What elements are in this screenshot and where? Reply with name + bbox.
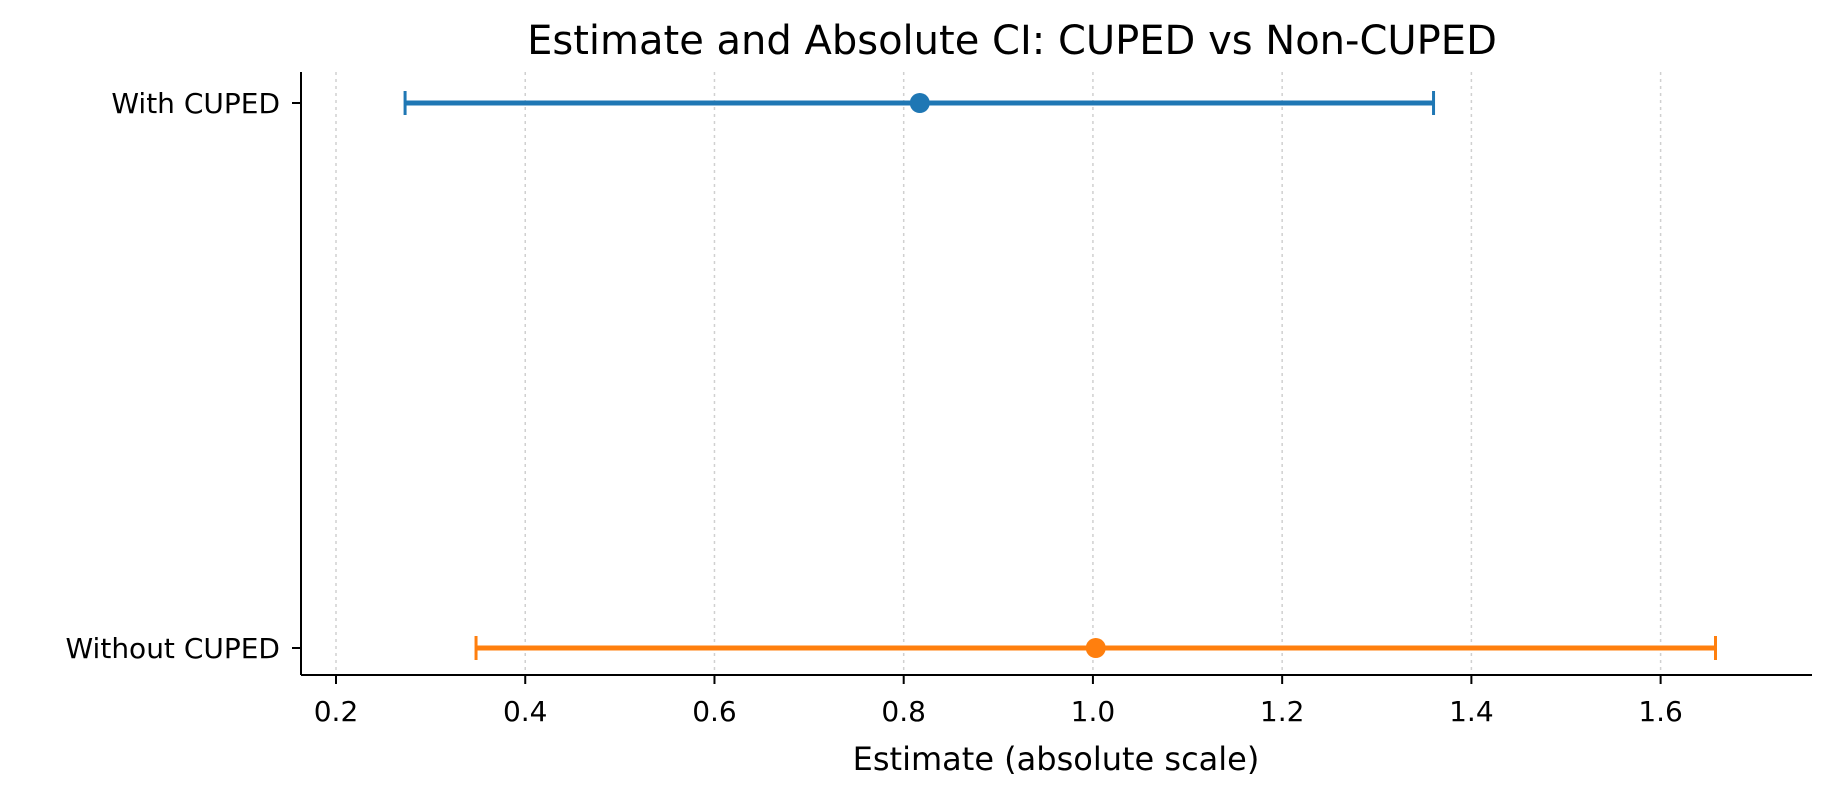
axes — [300, 72, 1812, 676]
estimate-point — [909, 93, 930, 113]
x-tick-label: 0.2 — [314, 695, 359, 728]
x-axis-label: Estimate (absolute scale) — [853, 740, 1260, 778]
x-tick-label: 1.4 — [1449, 695, 1494, 728]
errorbar-with-cuped — [403, 91, 1436, 115]
y-tick-label: With CUPED — [111, 87, 280, 120]
x-tick-label: 1.0 — [1071, 695, 1116, 728]
y-ticks: With CUPED Without CUPED — [65, 87, 301, 665]
x-tick-label: 0.4 — [503, 695, 548, 728]
x-ticks: 0.2 0.4 0.6 0.8 1.0 1.2 1.4 1.6 — [314, 675, 1683, 728]
x-tick-label: 0.8 — [881, 695, 926, 728]
x-tick-label: 0.6 — [692, 695, 737, 728]
series-group — [403, 91, 1717, 660]
grid-lines — [335, 72, 1662, 675]
errorbar-without-cuped — [474, 636, 1717, 660]
x-tick-label: 1.6 — [1638, 695, 1683, 728]
y-tick-label: Without CUPED — [65, 632, 280, 665]
estimate-point — [1085, 638, 1106, 658]
chart-title: Estimate and Absolute CI: CUPED vs Non-C… — [527, 18, 1497, 64]
x-tick-label: 1.2 — [1260, 695, 1305, 728]
